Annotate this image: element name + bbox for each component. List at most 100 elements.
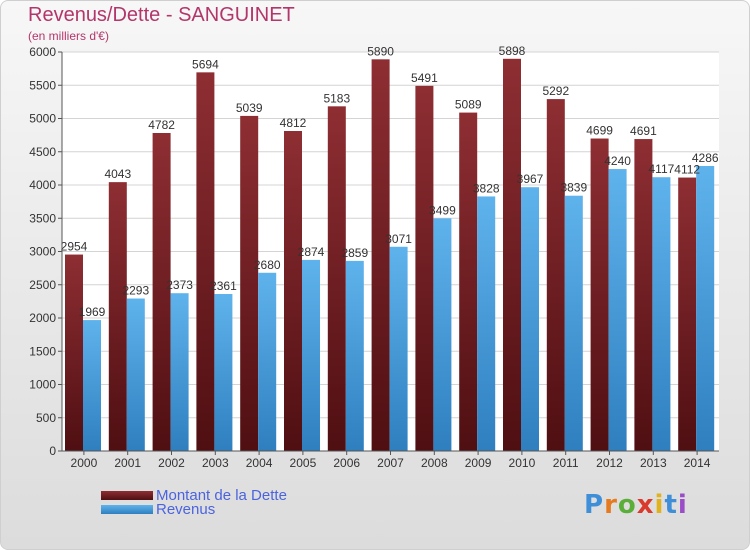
data-label-revenue: 2373 bbox=[166, 278, 193, 292]
bar-revenue bbox=[302, 259, 320, 451]
logo-letter: i bbox=[654, 490, 665, 520]
legend-item-revenue: Revenus bbox=[101, 500, 216, 518]
bar-revenue bbox=[564, 195, 583, 451]
logo-letter: P bbox=[584, 490, 605, 520]
data-label-debt: 5292 bbox=[542, 84, 569, 98]
data-label-debt: 4782 bbox=[148, 118, 175, 132]
chart-title: Revenus/Dette - SANGUINET bbox=[28, 4, 295, 26]
x-tick-label: 2010 bbox=[509, 456, 536, 470]
data-label-debt: 4112 bbox=[674, 163, 700, 177]
y-tick-label: 3500 bbox=[29, 211, 56, 225]
logo-letter: r bbox=[604, 490, 618, 520]
bar-debt bbox=[678, 177, 697, 451]
bar-debt bbox=[371, 59, 390, 451]
bar-debt bbox=[152, 132, 171, 451]
x-tick-label: 2003 bbox=[202, 456, 229, 470]
data-label-revenue: 3499 bbox=[429, 203, 456, 217]
x-tick-label: 2005 bbox=[290, 456, 317, 470]
legend-label-debt: Montant de la Dette bbox=[156, 486, 287, 504]
y-tick-label: 6000 bbox=[29, 45, 56, 59]
logo-letter: o bbox=[617, 490, 637, 520]
bar-revenue bbox=[521, 187, 539, 451]
data-label-debt: 4812 bbox=[280, 116, 307, 130]
y-tick-label: 1500 bbox=[29, 344, 56, 358]
x-tick-label: 2001 bbox=[114, 456, 141, 470]
bar-revenue bbox=[608, 169, 627, 452]
bar-revenue bbox=[83, 320, 101, 451]
bar-revenue bbox=[477, 196, 496, 451]
data-label-debt: 5694 bbox=[192, 57, 219, 71]
x-tick-label: 2008 bbox=[421, 456, 448, 470]
y-tick-label: 5500 bbox=[29, 78, 56, 92]
bar-debt bbox=[546, 99, 565, 451]
x-tick-label: 2004 bbox=[246, 456, 273, 470]
data-label-revenue: 2874 bbox=[298, 245, 325, 259]
data-label-revenue: 3967 bbox=[517, 172, 544, 186]
legend-swatch-debt bbox=[101, 490, 153, 500]
data-label-revenue: 4286 bbox=[692, 151, 719, 165]
bar-debt bbox=[284, 131, 302, 451]
x-tick-label: 2002 bbox=[158, 456, 185, 470]
y-tick-label: 4500 bbox=[29, 145, 56, 159]
data-label-revenue: 2361 bbox=[210, 279, 237, 293]
logo-letter: x bbox=[636, 490, 655, 520]
data-label-debt: 5890 bbox=[367, 44, 394, 58]
legend-label-revenue: Revenus bbox=[156, 500, 216, 518]
data-label-revenue: 2293 bbox=[122, 284, 149, 298]
data-label-revenue: 3071 bbox=[385, 232, 412, 246]
bar-revenue bbox=[214, 293, 233, 451]
data-label-debt: 4043 bbox=[104, 167, 131, 181]
bar-revenue bbox=[170, 293, 189, 451]
data-label-debt: 4699 bbox=[586, 124, 613, 138]
x-tick-label: 2006 bbox=[333, 456, 360, 470]
legend-swatch-revenue bbox=[101, 504, 153, 514]
bar-debt bbox=[415, 85, 434, 451]
data-label-revenue: 4240 bbox=[604, 154, 631, 168]
x-tick-label: 2000 bbox=[71, 456, 98, 470]
data-label-debt: 5491 bbox=[411, 71, 438, 85]
bar-debt bbox=[108, 182, 127, 451]
bar-revenue bbox=[652, 177, 671, 452]
bar-debt bbox=[65, 254, 83, 451]
data-label-debt: 2954 bbox=[61, 240, 88, 254]
y-tick-label: 5000 bbox=[29, 112, 56, 126]
bar-debt bbox=[240, 115, 259, 452]
x-tick-label: 2014 bbox=[684, 456, 711, 470]
data-label-revenue: 4117 bbox=[648, 162, 674, 176]
proxiti-logo: Proxiti bbox=[584, 490, 688, 520]
bar-revenue bbox=[258, 272, 277, 451]
data-label-revenue: 3839 bbox=[560, 181, 587, 195]
bar-revenue bbox=[433, 218, 452, 451]
bar-debt bbox=[634, 139, 653, 451]
y-tick-label: 3000 bbox=[29, 245, 56, 259]
data-label-revenue: 2680 bbox=[254, 258, 281, 272]
logo-letter: t bbox=[664, 490, 678, 520]
data-label-debt: 5089 bbox=[455, 98, 482, 112]
y-tick-label: 0 bbox=[49, 444, 56, 458]
bar-revenue bbox=[696, 165, 715, 451]
data-label-debt: 5898 bbox=[499, 44, 526, 58]
x-tick-label: 2009 bbox=[465, 456, 492, 470]
data-label-revenue: 3828 bbox=[473, 181, 500, 195]
x-tick-label: 2013 bbox=[640, 456, 667, 470]
data-label-debt: 5039 bbox=[236, 101, 263, 115]
bar-debt bbox=[590, 138, 609, 452]
bar-revenue bbox=[126, 298, 145, 451]
data-label-revenue: 1969 bbox=[79, 305, 106, 319]
data-label-revenue: 2859 bbox=[341, 246, 368, 260]
bar-debt bbox=[327, 106, 346, 451]
data-label-debt: 5183 bbox=[323, 91, 350, 105]
x-tick-label: 2012 bbox=[596, 456, 623, 470]
logo-letter: i bbox=[677, 490, 688, 520]
bar-debt bbox=[459, 112, 478, 452]
y-tick-label: 2500 bbox=[29, 278, 56, 292]
chart-subtitle: (en milliers d'€) bbox=[28, 29, 109, 43]
x-tick-label: 2007 bbox=[377, 456, 404, 470]
y-tick-label: 2000 bbox=[29, 311, 56, 325]
bar-revenue bbox=[389, 246, 408, 451]
x-tick-label: 2011 bbox=[553, 456, 579, 470]
y-tick-label: 500 bbox=[36, 411, 56, 425]
legend-item-debt: Montant de la Dette bbox=[101, 486, 287, 504]
